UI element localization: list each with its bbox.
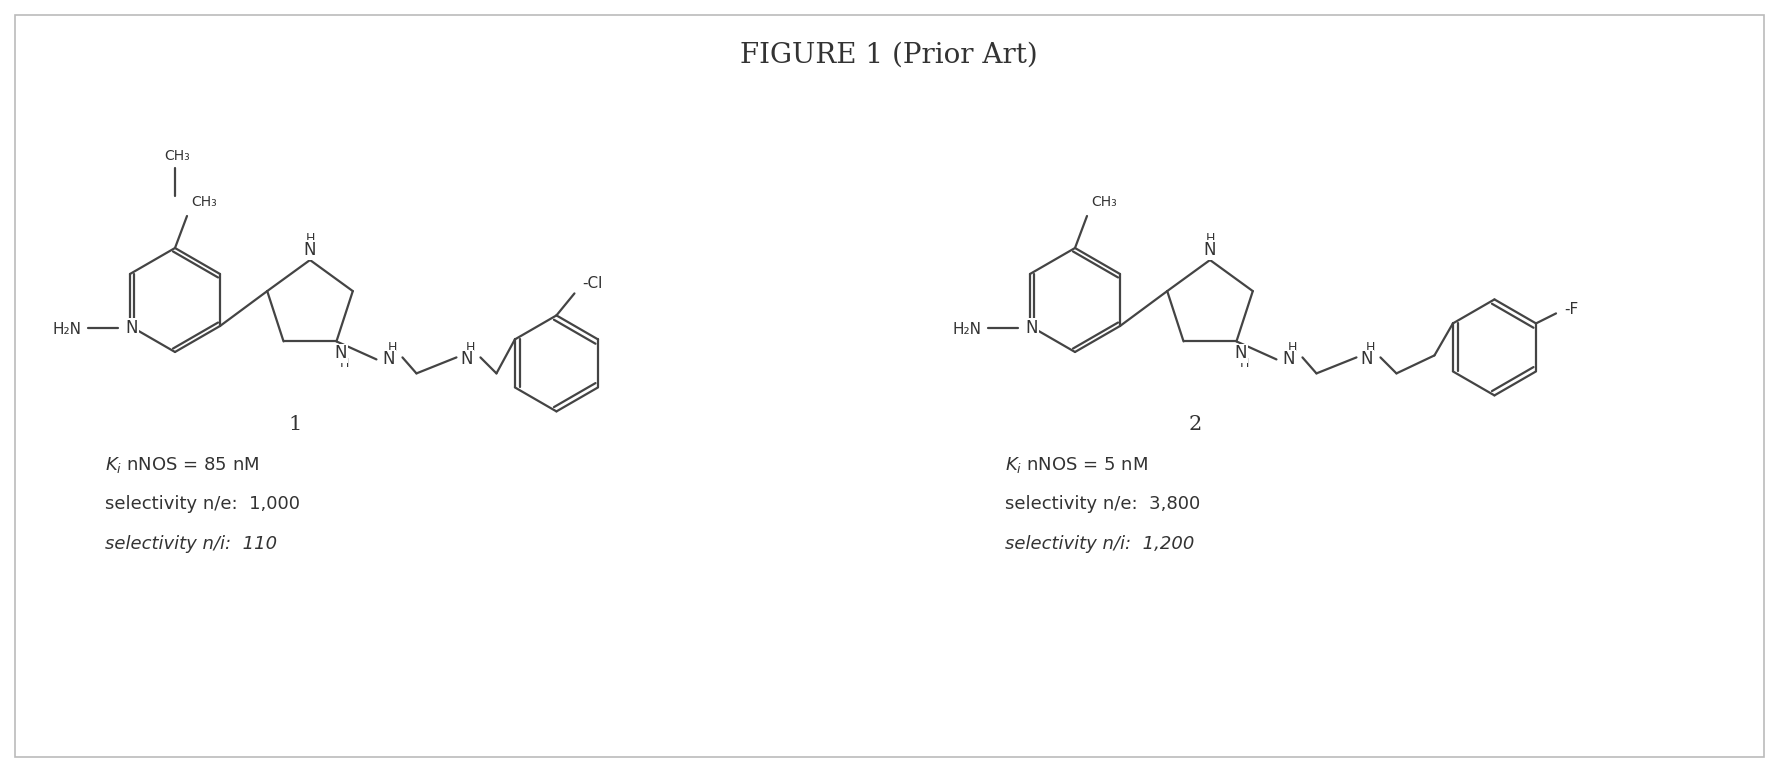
Text: selectivity n/e:  1,000: selectivity n/e: 1,000 (105, 495, 301, 513)
Text: 1: 1 (288, 415, 302, 434)
Text: H: H (340, 357, 349, 370)
Text: H₂N: H₂N (954, 321, 982, 337)
Text: -Cl: -Cl (582, 276, 603, 291)
Text: CH₃: CH₃ (1091, 195, 1117, 209)
Text: H: H (1206, 232, 1215, 245)
Text: $\mathit{K_i}$ nNOS = 85 nM: $\mathit{K_i}$ nNOS = 85 nM (105, 455, 260, 475)
Text: H: H (1366, 341, 1375, 354)
Text: N: N (1026, 319, 1039, 337)
Text: selectivity n/i:  1,200: selectivity n/i: 1,200 (1005, 535, 1194, 553)
Text: FIGURE 1 (Prior Art): FIGURE 1 (Prior Art) (740, 42, 1037, 69)
Text: N: N (334, 344, 347, 362)
Text: N: N (1361, 350, 1373, 368)
Text: N: N (461, 350, 473, 368)
Text: N: N (304, 241, 317, 259)
Text: H₂N: H₂N (53, 321, 82, 337)
Text: selectivity n/i:  110: selectivity n/i: 110 (105, 535, 278, 553)
Text: H: H (388, 341, 397, 354)
Text: H: H (1240, 357, 1249, 370)
Text: N: N (1204, 241, 1217, 259)
Text: N: N (126, 319, 139, 337)
Text: selectivity n/e:  3,800: selectivity n/e: 3,800 (1005, 495, 1201, 513)
Text: CH₃: CH₃ (190, 195, 217, 209)
Text: CH₃: CH₃ (164, 149, 190, 163)
Text: H: H (466, 341, 475, 354)
Text: 2: 2 (1188, 415, 1201, 434)
Text: -F: -F (1564, 302, 1578, 317)
Text: N: N (382, 350, 395, 368)
Text: H: H (1288, 341, 1297, 354)
Text: N: N (1235, 344, 1247, 362)
Text: H: H (306, 232, 315, 245)
Text: N: N (1283, 350, 1295, 368)
Text: $\mathit{K_i}$ nNOS = 5 nM: $\mathit{K_i}$ nNOS = 5 nM (1005, 455, 1147, 475)
